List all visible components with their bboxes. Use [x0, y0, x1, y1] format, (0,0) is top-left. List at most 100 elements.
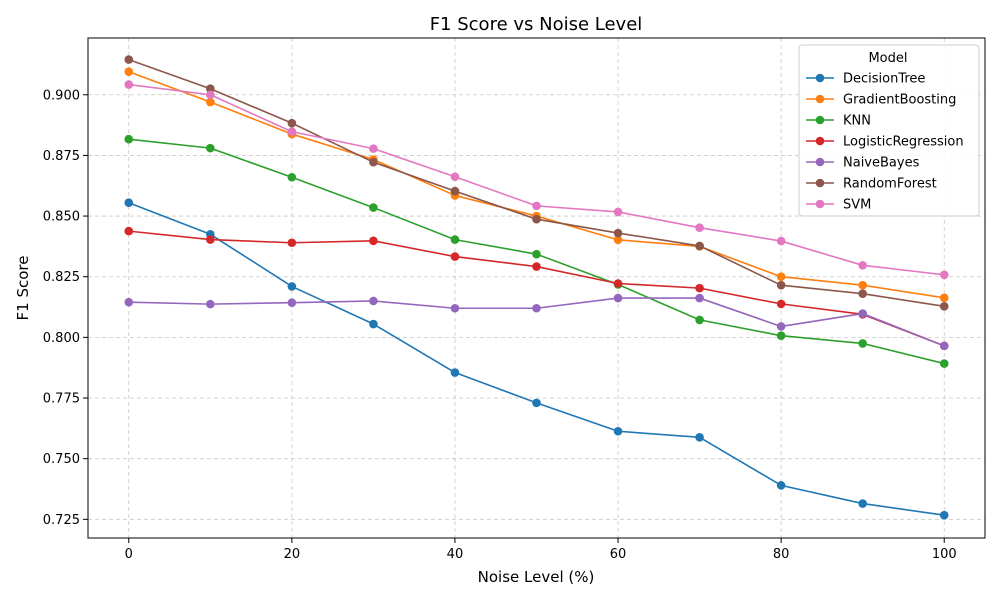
legend-swatch-marker: [815, 94, 825, 104]
data-point-logisticregression: [776, 299, 786, 309]
data-point-gradientboosting: [776, 272, 786, 282]
data-point-randomforest: [287, 118, 297, 128]
data-point-svm: [613, 207, 623, 217]
data-point-svm: [287, 127, 297, 136]
legend-swatch-marker: [815, 157, 825, 167]
tick-layer: 0 20 40 60 80 100 0.725 0.750 0.775 0.800 0.825 0.8…: [43, 88, 957, 562]
legend-label: LogisticRegression: [843, 135, 964, 150]
chart-title: F1 Score vs Noise Level: [430, 14, 643, 35]
legend-label: GradientBoosting: [843, 93, 956, 108]
legend-items: DecisionTree GradientBoosting KNN LogisticR…: [806, 72, 964, 213]
x-tick-label: 60: [610, 547, 627, 562]
data-point-gradientboosting: [613, 235, 623, 245]
data-point-knn: [124, 134, 134, 144]
data-point-naivebayes: [450, 303, 460, 313]
legend-label: KNN: [843, 114, 871, 129]
legend-swatch-marker: [815, 73, 825, 83]
data-point-naivebayes: [613, 293, 623, 303]
data-point-gradientboosting: [939, 293, 949, 303]
y-tick-label: 0.750: [43, 452, 80, 467]
y-tick-label: 0.800: [43, 331, 80, 346]
series-decisiontree: [124, 198, 949, 520]
data-point-decisiontree: [858, 499, 867, 508]
data-point-decisiontree: [532, 398, 541, 408]
series-svm: [124, 80, 949, 280]
data-point-decisiontree: [124, 198, 134, 208]
data-point-logisticregression: [206, 235, 215, 244]
data-point-gradientboosting: [206, 97, 215, 107]
data-point-knn: [206, 143, 215, 153]
x-tick-label: 80: [773, 547, 790, 562]
data-point-randomforest: [206, 84, 215, 94]
legend-swatch-marker: [815, 178, 825, 188]
data-point-gradientboosting: [124, 67, 134, 77]
data-point-decisiontree: [369, 319, 378, 329]
legend-item-knn: KNN: [806, 114, 871, 129]
legend-item-gradientboosting: GradientBoosting: [806, 93, 956, 108]
data-point-svm: [450, 172, 460, 182]
series-naivebayes: [124, 293, 949, 351]
data-point-naivebayes: [939, 341, 949, 351]
legend-item-decisiontree: DecisionTree: [806, 72, 925, 87]
y-tick-label: 0.725: [43, 513, 80, 528]
data-point-naivebayes: [532, 303, 541, 313]
y-tick-label: 0.875: [43, 149, 80, 164]
legend-label: NaiveBayes: [843, 156, 920, 171]
data-point-logisticregression: [695, 283, 704, 293]
data-point-svm: [776, 236, 786, 246]
legend: Model DecisionTree GradientBoosting KNN Log…: [798, 44, 980, 217]
data-point-gradientboosting: [858, 280, 867, 290]
data-point-svm: [124, 80, 134, 89]
data-point-svm: [369, 144, 378, 153]
data-point-naivebayes: [287, 298, 297, 307]
data-point-randomforest: [532, 214, 541, 224]
x-tick-label: 40: [447, 547, 464, 562]
data-point-naivebayes: [369, 296, 378, 306]
legend-label: DecisionTree: [843, 72, 925, 87]
plot-frame: [87, 37, 986, 539]
data-point-naivebayes: [124, 297, 134, 307]
data-point-randomforest: [613, 228, 623, 238]
data-point-knn: [532, 249, 541, 259]
data-point-randomforest: [939, 302, 949, 311]
y-tick-label: 0.825: [43, 270, 80, 285]
legend-label: SVM: [843, 198, 871, 213]
data-point-decisiontree: [776, 481, 786, 490]
data-point-logisticregression: [532, 262, 541, 271]
data-point-naivebayes: [776, 322, 786, 331]
series-layer: [124, 55, 949, 520]
series-line-logisticregression: [128, 230, 945, 347]
y-axis-label: F1 Score: [14, 256, 32, 321]
legend-item-naivebayes: NaiveBayes: [806, 156, 920, 171]
grid-layer: [88, 38, 985, 538]
data-point-knn: [858, 339, 867, 348]
data-point-knn: [369, 203, 378, 212]
data-point-knn: [287, 172, 297, 182]
x-tick-label: 20: [284, 547, 301, 562]
series-knn: [124, 134, 949, 368]
series-randomforest: [124, 55, 949, 311]
legend-item-svm: SVM: [806, 198, 871, 213]
data-point-svm: [532, 201, 541, 211]
legend-swatch-marker: [815, 115, 825, 125]
legend-label: RandomForest: [843, 177, 937, 192]
data-point-randomforest: [776, 280, 786, 290]
legend-item-logisticregression: LogisticRegression: [806, 135, 964, 150]
data-point-decisiontree: [287, 282, 297, 291]
data-point-logisticregression: [613, 279, 623, 288]
data-point-svm: [206, 90, 215, 100]
data-point-logisticregression: [369, 236, 378, 246]
data-point-randomforest: [124, 55, 134, 64]
legend-box: [798, 44, 980, 217]
data-point-naivebayes: [858, 309, 867, 318]
data-point-svm: [939, 270, 949, 280]
data-point-knn: [695, 315, 704, 325]
x-tick-label: 100: [932, 547, 957, 562]
data-point-knn: [939, 359, 949, 368]
data-point-naivebayes: [695, 293, 704, 303]
data-point-randomforest: [450, 186, 460, 196]
legend-title: Model: [868, 51, 907, 66]
data-point-decisiontree: [695, 433, 704, 442]
data-point-knn: [776, 331, 786, 340]
